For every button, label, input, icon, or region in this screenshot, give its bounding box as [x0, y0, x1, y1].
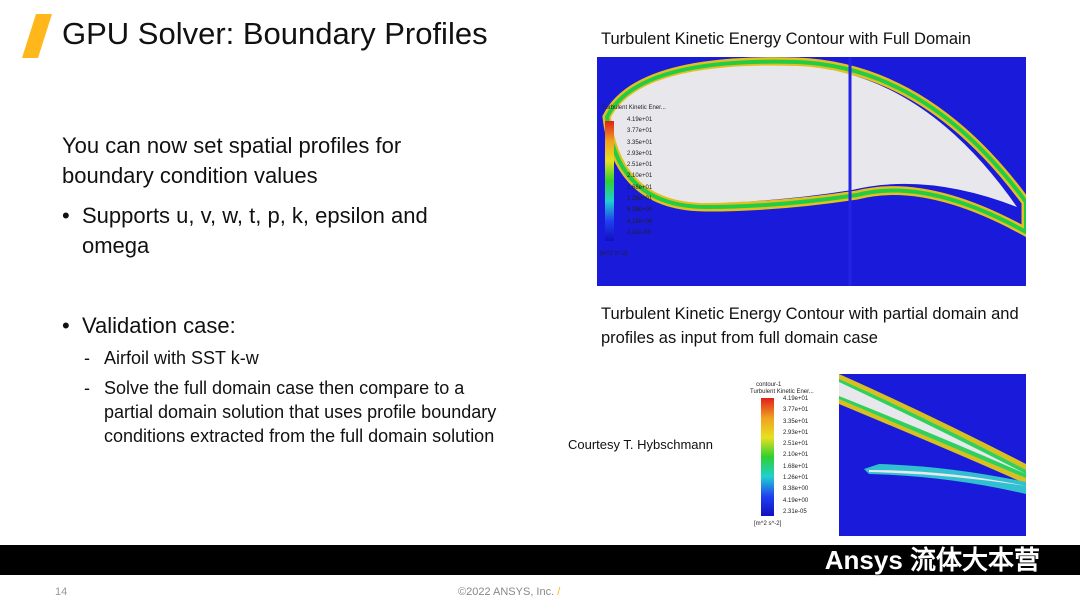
full-domain-contour-image: Turbulent Kinetic Ener... 4.19e+01 3.77e+… [597, 57, 1026, 286]
legend-unit: [m^2 s^-2] [600, 251, 628, 257]
bullet-2: •Supports u, v, w, t, p, k, epsilon and … [62, 313, 236, 338]
ansys-slash-logo-icon [22, 14, 52, 58]
slide-title: GPU Solver: Boundary Profiles [62, 16, 488, 51]
partial-domain-contour-image [839, 374, 1026, 536]
legend-title-2: Turbulent Kinetic Ener... [750, 389, 814, 395]
legend-title: Turbulent Kinetic Ener... [602, 105, 666, 111]
courtesy-text: Courtesy T. Hybschmann [568, 437, 713, 452]
legend-unit-2: [m^2 s^-2] [754, 521, 782, 527]
bullet-1: • Supports u, v, w, t, p, k, epsilon and … [62, 203, 428, 258]
caption-partial-domain: Turbulent Kinetic Energy Contour with pa… [601, 305, 1019, 347]
footer-bar [0, 545, 1080, 575]
page-number: 14 [55, 586, 68, 598]
colorbar-2 [761, 398, 774, 516]
caption-full-domain: Turbulent Kinetic Energy Contour with Fu… [601, 30, 971, 48]
legend-values: 4.19e+01 3.77e+01 3.35e+01 2.93e+01 2.51e+01… [627, 117, 653, 236]
legend-values-2: 4.19e+01 3.77e+01 3.35e+01 2.93e+01 2.51e+01… [783, 396, 809, 515]
watermark: Ansys 流体大本营 [824, 545, 1040, 575]
sub-bullet-1: - Airfoil with SST k-w [84, 348, 259, 368]
sub-bullet-2: - Solve the full domain case then compare… [84, 378, 497, 446]
copyright: ©2022 ANSYS, Inc. / [458, 586, 561, 598]
colorbar [605, 121, 614, 241]
intro-text: You can now set spatial profiles for bou… [62, 133, 402, 188]
legend-name: contour-1 [756, 382, 782, 388]
